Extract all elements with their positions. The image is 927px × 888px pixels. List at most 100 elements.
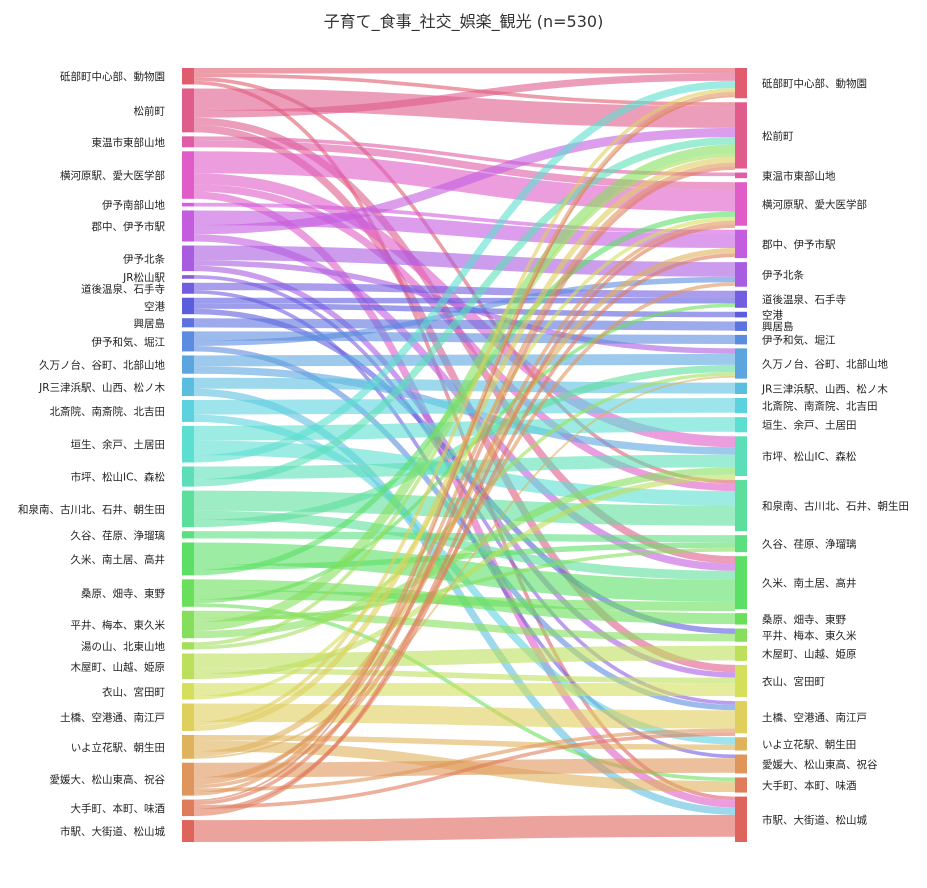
- source-node: [182, 642, 194, 650]
- sankey-link: [193, 95, 736, 802]
- sankey-link: [193, 73, 736, 118]
- target-node: [735, 628, 747, 642]
- sankey-link: [193, 245, 736, 277]
- sankey-link: [193, 80, 736, 463]
- sankey-link: [193, 318, 736, 331]
- source-node-label: いよ立花駅、朝生田: [71, 741, 165, 754]
- sankey-link: [193, 202, 736, 234]
- target-node: [735, 613, 747, 625]
- source-node: [182, 282, 194, 294]
- sankey-link: [193, 375, 736, 759]
- source-node-label: 北斎院、南斎院、北吉田: [50, 405, 166, 418]
- target-node-label: 空港: [762, 309, 783, 322]
- target-node-label: 久米、南土居、高井: [762, 577, 857, 590]
- sankey-link: [193, 166, 736, 806]
- source-node: [182, 377, 194, 396]
- source-node: [182, 799, 194, 817]
- source-node-label: 市駅、大街道、松山城: [60, 825, 165, 838]
- source-node: [182, 245, 194, 272]
- sankey-link: [193, 137, 736, 487]
- sankey-link: [193, 590, 736, 612]
- source-node: [182, 210, 194, 242]
- source-node-label: 久万ノ台、谷町、北部山地: [39, 359, 165, 372]
- sankey-link: [193, 703, 736, 729]
- target-node: [735, 172, 747, 179]
- sankey-link: [193, 88, 736, 726]
- target-node-label: 木屋町、山越、姫原: [762, 647, 857, 660]
- source-node-label: 木屋町、山越、姫原: [71, 660, 166, 673]
- target-node: [735, 417, 747, 433]
- target-node: [735, 68, 747, 99]
- target-node-label: 土橋、空港通、南江戸: [762, 711, 867, 724]
- source-node-label: 松前町: [134, 104, 166, 117]
- target-node: [735, 796, 747, 842]
- source-node: [182, 297, 194, 315]
- sankey-link: [193, 728, 736, 792]
- source-node: [182, 136, 194, 148]
- source-node: [182, 88, 194, 133]
- target-node-label: 郡中、伊予市駅: [762, 238, 836, 251]
- source-node: [182, 531, 194, 539]
- source-node-label: 道後温泉、石手寺: [81, 282, 165, 295]
- sankey-link: [193, 153, 736, 646]
- source-node: [182, 579, 194, 607]
- target-node: [735, 102, 747, 169]
- target-node-label: 横河原駅、愛大医学部: [762, 198, 867, 211]
- source-node: [182, 275, 194, 279]
- nodes-layer: [182, 68, 747, 842]
- target-node: [735, 535, 747, 553]
- source-node-label: 横河原駅、愛大医学部: [60, 169, 165, 182]
- target-node-label: 砥部町中心部、動物園: [762, 77, 867, 90]
- source-node-label: 桑原、畑寺、東野: [81, 587, 165, 600]
- sankey-link: [193, 645, 736, 669]
- sankey-link: [193, 417, 736, 441]
- source-node: [182, 653, 194, 680]
- sankey-link: [193, 467, 736, 639]
- sankey-link: [193, 162, 736, 785]
- target-node-label: 道後温泉、石手寺: [762, 293, 846, 306]
- target-node: [735, 182, 747, 226]
- target-node-label: 愛媛大、松山東高、祝谷: [762, 758, 878, 771]
- source-node: [182, 318, 194, 328]
- source-node-label: 和泉南、古川北、石井、朝生田: [18, 503, 165, 516]
- source-node-label: 伊予南部山地: [102, 199, 165, 212]
- source-node: [182, 610, 194, 639]
- source-node-label: 郡中、伊予市駅: [92, 220, 166, 233]
- target-node: [735, 777, 747, 793]
- sankey-link: [193, 668, 736, 684]
- target-node-label: 市坪、松山IC、森松: [762, 450, 857, 463]
- target-node-label: 市駅、大街道、松山城: [762, 813, 867, 826]
- chart-title: 子育て_食事_社交_娯楽_観光 (n=530): [323, 12, 604, 31]
- target-node: [735, 229, 747, 259]
- sankey-link: [193, 814, 736, 842]
- target-node: [735, 737, 747, 751]
- target-node: [735, 334, 747, 345]
- sankey-link: [193, 91, 736, 796]
- source-node: [182, 331, 194, 352]
- labels-layer: 砥部町中心部、動物園松前町東温市東部山地横河原駅、愛大医学部伊予南部山地郡中、伊…: [18, 70, 909, 838]
- source-node-label: 興居島: [134, 317, 166, 330]
- target-node-label: 伊予北条: [762, 268, 804, 281]
- source-node: [182, 734, 194, 759]
- source-node: [182, 399, 194, 422]
- source-node-label: 市坪、松山IC、森松: [71, 471, 166, 484]
- target-node: [735, 290, 747, 308]
- source-node-label: 東温市東部山地: [92, 136, 166, 149]
- target-node-label: 松前町: [762, 129, 794, 142]
- sankey-link: [193, 353, 736, 367]
- target-node: [735, 754, 747, 774]
- target-node: [735, 382, 747, 395]
- links-layer: [193, 68, 736, 842]
- target-node: [735, 701, 747, 734]
- sankey-link: [193, 454, 736, 480]
- source-node-label: 大手町、本町、味酒: [71, 802, 166, 815]
- target-node-label: 久万ノ台、谷町、北部山地: [762, 358, 888, 371]
- sankey-link: [193, 474, 736, 680]
- target-node: [735, 348, 747, 379]
- sankey-link: [193, 372, 736, 650]
- source-node: [182, 425, 194, 463]
- source-node-label: 愛媛大、松山東高、祝谷: [50, 773, 166, 786]
- target-node-label: 久谷、荏原、浄瑠璃: [762, 538, 857, 551]
